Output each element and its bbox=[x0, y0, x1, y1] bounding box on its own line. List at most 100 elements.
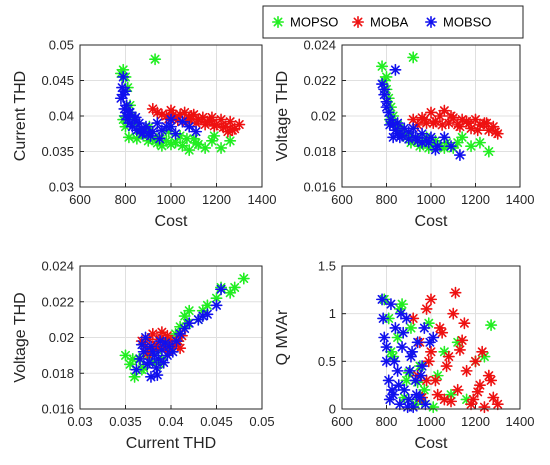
y-tick-label: 1.5 bbox=[318, 259, 336, 274]
data-point bbox=[237, 272, 250, 285]
data-point bbox=[180, 132, 193, 145]
panel-2: 600 800 1000 1200 1400 0.016 0.018 0.02 0.022 0.0… bbox=[274, 38, 534, 231]
data-point bbox=[380, 101, 393, 114]
x-axis-label: Cost bbox=[415, 435, 448, 452]
data-point bbox=[228, 281, 241, 294]
y-tick-label: 0.024 bbox=[303, 38, 336, 53]
data-point bbox=[139, 331, 152, 344]
data-point bbox=[233, 118, 246, 131]
data-point bbox=[453, 149, 466, 162]
data-point bbox=[438, 141, 451, 154]
data-point bbox=[153, 132, 166, 145]
data-point bbox=[456, 334, 469, 347]
legend-marker bbox=[351, 15, 365, 29]
data-point bbox=[383, 393, 396, 406]
data-point bbox=[215, 141, 228, 154]
data-point bbox=[146, 327, 159, 340]
data-point bbox=[196, 310, 209, 323]
data-point bbox=[170, 335, 183, 348]
data-point bbox=[169, 127, 182, 140]
y-tick-label: 0.024 bbox=[41, 259, 74, 274]
data-point bbox=[394, 307, 407, 320]
legend-items: MOPSO MOBA MOBSO bbox=[271, 15, 491, 30]
data-point bbox=[117, 70, 130, 83]
data-point bbox=[203, 114, 216, 127]
data-point bbox=[224, 286, 237, 299]
data-point bbox=[424, 106, 438, 119]
data-point bbox=[445, 140, 458, 153]
data-point bbox=[409, 131, 422, 144]
data-point bbox=[433, 110, 446, 122]
data-point bbox=[136, 127, 149, 140]
x-tick-label: 800 bbox=[376, 192, 398, 207]
x-tick-label: 1000 bbox=[417, 414, 446, 429]
data-point bbox=[392, 379, 405, 392]
data-point bbox=[380, 70, 393, 83]
y-tick-label: 0.05 bbox=[49, 38, 74, 53]
data-point bbox=[143, 356, 156, 369]
y-tick-label: 0.016 bbox=[303, 180, 336, 195]
data-point bbox=[478, 401, 491, 414]
data-point bbox=[391, 331, 404, 344]
panel-3: 0.03 0.035 0.04 0.045 0.05 0.016 0.018 0.02 0.02… bbox=[12, 259, 275, 453]
data-point bbox=[150, 361, 163, 374]
series-mobso bbox=[376, 293, 440, 414]
y-tick-label: 0 bbox=[329, 402, 336, 417]
x-axis-label: Current THD bbox=[126, 435, 216, 452]
data-point bbox=[429, 374, 442, 387]
data-point bbox=[410, 388, 423, 401]
data-point bbox=[489, 125, 502, 138]
x-tick-label: 0.045 bbox=[200, 414, 233, 429]
data-point bbox=[467, 393, 480, 406]
data-point bbox=[436, 118, 449, 131]
data-point bbox=[378, 83, 391, 96]
data-point bbox=[471, 385, 484, 398]
legend-marker bbox=[424, 15, 438, 29]
data-point bbox=[442, 350, 455, 363]
x-tick-label: 1000 bbox=[417, 192, 446, 207]
axes-box bbox=[79, 44, 263, 188]
data-point bbox=[389, 63, 402, 76]
data-point bbox=[482, 145, 495, 158]
x-tick-label: 600 bbox=[331, 414, 353, 429]
data-point bbox=[419, 398, 432, 411]
data-point bbox=[449, 286, 462, 299]
data-point bbox=[422, 136, 435, 149]
legend-label: MOBSO bbox=[443, 15, 491, 30]
y-tick-label: 1 bbox=[329, 306, 336, 321]
data-point bbox=[420, 374, 433, 387]
data-point bbox=[471, 124, 484, 137]
data-point bbox=[440, 360, 453, 373]
x-tick-label: 1400 bbox=[506, 192, 535, 207]
legend: MOPSO MOBA MOBSO bbox=[262, 5, 524, 39]
data-point bbox=[126, 352, 139, 365]
data-point bbox=[422, 355, 435, 368]
data-point bbox=[178, 322, 191, 335]
x-tick-label: 600 bbox=[69, 192, 91, 207]
data-point bbox=[183, 144, 196, 157]
data-point bbox=[146, 345, 159, 358]
y-tick-label: 0.035 bbox=[41, 144, 74, 159]
x-tick-label: 0.035 bbox=[109, 414, 142, 429]
series-moba bbox=[407, 286, 504, 414]
x-axis-label: Cost bbox=[415, 213, 448, 230]
y-tick-label: 0.02 bbox=[311, 109, 336, 124]
data-point bbox=[469, 113, 482, 126]
panel-4: 600 800 1000 1200 1400 0 0.5 1 1.5 Cost Q MVAr bbox=[274, 259, 534, 453]
data-point bbox=[476, 345, 489, 358]
data-point bbox=[208, 129, 221, 142]
data-point bbox=[144, 129, 157, 142]
data-point bbox=[485, 374, 498, 387]
data-point bbox=[416, 360, 429, 373]
x-tick-label: 0.05 bbox=[249, 414, 274, 429]
data-point bbox=[382, 374, 395, 387]
data-point bbox=[453, 120, 466, 133]
x-tick-label: 1400 bbox=[248, 192, 277, 207]
data-point bbox=[411, 336, 424, 349]
data-point bbox=[429, 143, 442, 156]
data-point bbox=[427, 331, 440, 344]
data-point bbox=[397, 326, 410, 339]
data-point bbox=[221, 125, 234, 138]
data-point bbox=[485, 319, 498, 332]
data-point bbox=[404, 321, 417, 334]
